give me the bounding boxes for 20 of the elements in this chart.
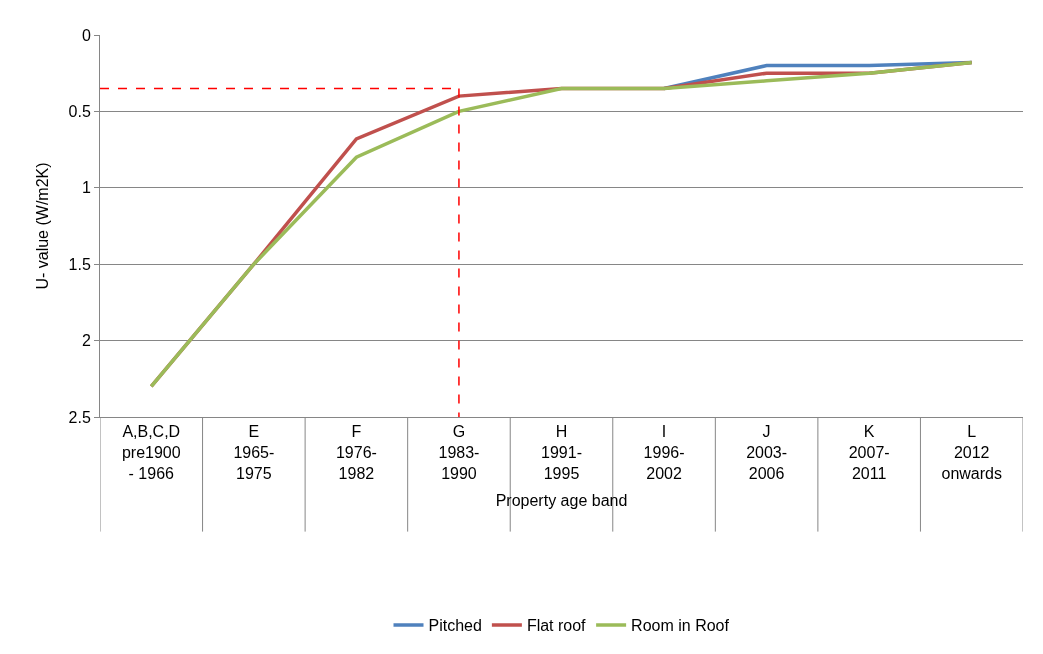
legend-label: Pitched xyxy=(428,617,482,635)
y-tick-label: 0.5 xyxy=(68,103,91,120)
x-tick-label: G 1983- 1990 xyxy=(438,423,480,482)
y-tick-label: 0 xyxy=(81,26,91,44)
x-tick-label: K 2007- 2011 xyxy=(848,423,890,482)
x-tick-label: E 1965- 1975 xyxy=(233,423,275,482)
x-tick-label: I 1996- 2002 xyxy=(643,423,685,482)
x-tick-label: A,B,C,D pre1900 - 1966 xyxy=(121,423,181,482)
legend-label: Room in Roof xyxy=(631,617,730,635)
x-tick-label: L 2012 onwards xyxy=(941,423,1002,482)
x-tick-label: J 2003- 2006 xyxy=(746,423,788,482)
legend-label: Flat roof xyxy=(526,617,587,635)
y-tick-label: 1 xyxy=(81,179,91,197)
y-tick-label: 2 xyxy=(81,332,91,350)
y-axis-title: U- value (W/m2K) xyxy=(34,162,52,290)
x-tick-label: H 1991- 1995 xyxy=(541,423,582,482)
y-tick-label: 2.5 xyxy=(68,408,91,426)
y-tick-label: 1.5 xyxy=(68,255,91,273)
x-tick-label: F 1976- 1982 xyxy=(335,423,377,482)
x-axis-title: Property age band xyxy=(495,492,628,510)
